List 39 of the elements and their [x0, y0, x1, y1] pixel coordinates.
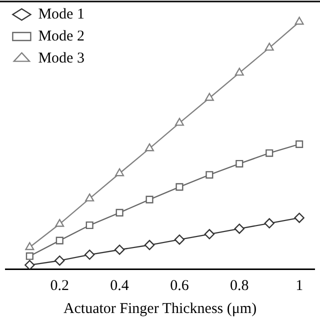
point: [116, 208, 124, 216]
point: [26, 252, 34, 260]
point: [294, 212, 304, 223]
point: [266, 149, 274, 157]
point: [204, 229, 215, 240]
point: [294, 16, 304, 25]
point: [84, 250, 95, 260]
point: [24, 260, 35, 269]
point: [146, 196, 154, 204]
legend-label: Mode 2: [38, 28, 84, 44]
point: [55, 218, 64, 227]
point: [115, 168, 124, 176]
point: [145, 143, 154, 152]
point: [144, 240, 155, 250]
point: [174, 118, 184, 126]
point: [234, 68, 244, 76]
point: [204, 92, 214, 101]
point: [85, 193, 94, 202]
point: [264, 42, 274, 51]
x-tick-label: 1: [296, 278, 304, 294]
point: [206, 171, 214, 179]
point: [86, 221, 94, 230]
x-axis-title: Actuator Finger Thickness (μm): [63, 300, 257, 317]
point: [264, 218, 274, 228]
point: [114, 244, 125, 255]
point: [56, 236, 64, 244]
legend-label: Mode 3: [38, 50, 84, 66]
x-tick-label: 0.6: [170, 278, 190, 294]
point: [176, 183, 184, 191]
x-tick-label: 0.8: [230, 278, 249, 294]
x-tick-label: 0.2: [50, 278, 70, 294]
point: [234, 224, 244, 234]
point: [54, 256, 65, 266]
point: [296, 140, 304, 148]
point: [25, 242, 34, 250]
point: [236, 160, 244, 168]
point: [174, 234, 185, 245]
legend-label: Mode 1: [38, 6, 84, 22]
x-tick-label: 0.4: [110, 278, 130, 294]
